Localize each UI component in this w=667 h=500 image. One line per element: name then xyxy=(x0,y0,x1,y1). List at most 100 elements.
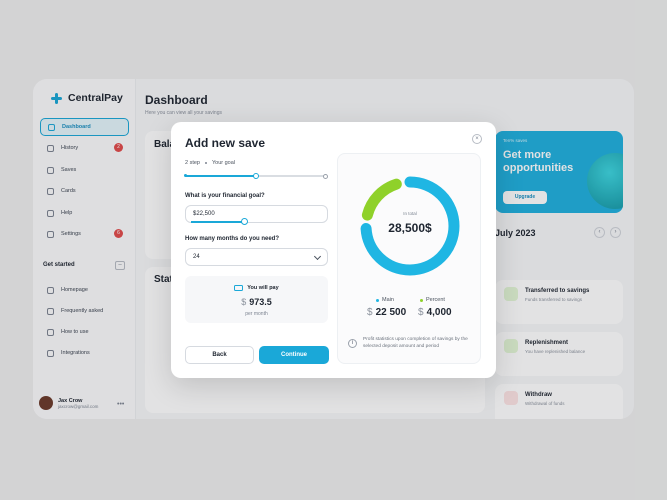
pay-currency: $ xyxy=(241,297,247,307)
book-icon xyxy=(47,328,54,336)
main-amount: $22 500 xyxy=(367,307,406,318)
sidebar-item-label: Help xyxy=(61,210,73,216)
gear-icon xyxy=(47,230,54,238)
question-icon xyxy=(47,307,54,315)
close-icon[interactable]: × xyxy=(472,134,482,144)
section-label: Get started xyxy=(43,262,75,268)
sidebar-item-label: History xyxy=(61,145,79,151)
legend-percent: Percent xyxy=(420,297,445,303)
collapse-button[interactable]: – xyxy=(115,261,125,270)
transaction-card[interactable]: Withdraw Withdrawal of funds xyxy=(495,384,623,419)
promo-title: Get more opportunities xyxy=(503,149,574,174)
sidebar-item-integrations[interactable]: Integrations xyxy=(40,344,129,362)
settings-badge: 6 xyxy=(114,229,123,238)
sidebar-item-label: Saves xyxy=(61,167,77,173)
user-name: Jax Crow xyxy=(58,397,83,404)
sidebar-item-cards[interactable]: Cards xyxy=(40,182,129,200)
avatar xyxy=(39,396,53,410)
pay-label: You will pay xyxy=(247,285,279,291)
months-question: How many months do you need? xyxy=(185,236,280,242)
transaction-card[interactable]: Transferred to savings Funds transferred… xyxy=(495,280,623,324)
transaction-subtitle: You have replenished balance xyxy=(525,349,586,354)
transaction-subtitle: Funds transferred to savings xyxy=(525,297,583,302)
main-currency: $ xyxy=(367,307,373,318)
piggy-bank-icon xyxy=(47,166,54,174)
percent-dot-icon xyxy=(420,298,423,302)
percent-currency: $ xyxy=(418,307,424,318)
transaction-title: Replenishment xyxy=(525,340,569,346)
brand-cross-icon xyxy=(51,92,62,104)
months-selected-value: 24 xyxy=(193,254,200,260)
sidebar-item-settings[interactable]: Settings 6 xyxy=(40,225,129,243)
sidebar-item-dashboard[interactable]: Dashboard xyxy=(40,118,129,136)
sidebar-item-label: How to use xyxy=(61,329,89,335)
savings-summary-panel: In total 28,500$ Main $22 500 Percent $4… xyxy=(337,153,481,364)
step-number: 2 step xyxy=(185,160,200,166)
step-progress-current-knob xyxy=(252,172,259,179)
statistics-title: Stati xyxy=(154,274,176,285)
step-progress-end-dot xyxy=(323,173,328,179)
goal-slider-handle[interactable] xyxy=(241,218,248,225)
months-select[interactable]: 24 xyxy=(185,248,328,266)
more-icon[interactable]: ••• xyxy=(117,401,125,408)
savings-donut-chart xyxy=(360,176,460,276)
step-name: Your goal xyxy=(211,160,236,166)
main-value: 22 500 xyxy=(375,307,407,318)
step-progress-start-dot xyxy=(184,174,187,177)
transaction-card[interactable]: Replenishment You have replenished balan… xyxy=(495,332,623,376)
payment-heading: You will pay xyxy=(185,285,328,291)
transaction-title: Transferred to savings xyxy=(525,288,590,294)
sidebar-item-label: Dashboard xyxy=(62,124,91,130)
sidebar-item-homepage[interactable]: Homepage xyxy=(40,281,129,299)
legend-main: Main xyxy=(376,297,394,303)
chevron-down-icon xyxy=(313,252,322,261)
sidebar-item-how-to-use[interactable]: How to use xyxy=(40,323,129,341)
legend-percent-label: Percent xyxy=(426,297,445,303)
sidebar-item-label: Settings xyxy=(61,231,81,237)
history-badge: 2 xyxy=(114,143,123,152)
card-icon xyxy=(47,187,54,195)
promo-tag: Ten% saves xyxy=(503,138,528,143)
transaction-subtitle: Withdrawal of funds xyxy=(525,401,565,406)
back-button[interactable]: Back xyxy=(185,346,254,364)
plug-icon xyxy=(47,349,54,357)
info-text: Profit statistics upon completion of sav… xyxy=(363,337,468,349)
donut-total-label: In total xyxy=(403,211,417,216)
help-icon xyxy=(47,209,54,217)
goal-question: What is your financial goal? xyxy=(185,193,265,199)
modal-title: Add new save xyxy=(185,136,266,150)
user-email: jaxcrow@gmail.com xyxy=(58,403,99,409)
sidebar-item-label: Integrations xyxy=(61,350,90,356)
brand-logo[interactable]: CentralPay xyxy=(51,92,123,104)
step-indicator: 2 step Your goal xyxy=(185,160,235,166)
calendar-next-button[interactable]: › xyxy=(610,227,621,238)
sidebar-item-history[interactable]: History 2 xyxy=(40,139,129,157)
sidebar-item-faq[interactable]: Frequently asked xyxy=(40,302,129,320)
balance-title: Bala xyxy=(154,139,176,150)
goal-amount-input[interactable]: $22,500 xyxy=(185,205,328,223)
payment-summary: You will pay $973.5 per month xyxy=(185,276,328,323)
history-icon xyxy=(47,144,54,152)
step-progress-fill xyxy=(185,175,256,177)
donut-main-arc xyxy=(360,176,460,276)
promo-card: Ten% saves Get more opportunities Upgrad… xyxy=(495,131,623,213)
sidebar-item-help[interactable]: Help xyxy=(40,204,129,222)
sidebar-item-label: Cards xyxy=(61,188,76,194)
pay-amount: $973.5 xyxy=(185,297,328,307)
percent-amount: $4,000 xyxy=(418,307,452,318)
user-profile[interactable]: Jax Crow jaxcrow@gmail.com xyxy=(39,396,98,410)
continue-button[interactable]: Continue xyxy=(259,346,329,364)
replenish-icon xyxy=(504,339,518,353)
page-title: Dashboard xyxy=(145,93,208,107)
sidebar-item-label: Frequently asked xyxy=(61,308,104,314)
transfer-icon xyxy=(504,287,518,301)
sidebar-item-saves[interactable]: Saves xyxy=(40,161,129,179)
withdraw-icon xyxy=(504,391,518,405)
sidebar-item-label: Homepage xyxy=(61,287,88,293)
page-subtitle: Here you can view all your savings xyxy=(145,110,222,116)
upgrade-button[interactable]: Upgrade xyxy=(503,191,547,204)
dot-separator-icon xyxy=(204,162,207,164)
percent-value: 4,000 xyxy=(426,307,452,318)
legend-main-label: Main xyxy=(382,297,394,303)
calendar-prev-button[interactable]: ‹ xyxy=(594,227,605,238)
